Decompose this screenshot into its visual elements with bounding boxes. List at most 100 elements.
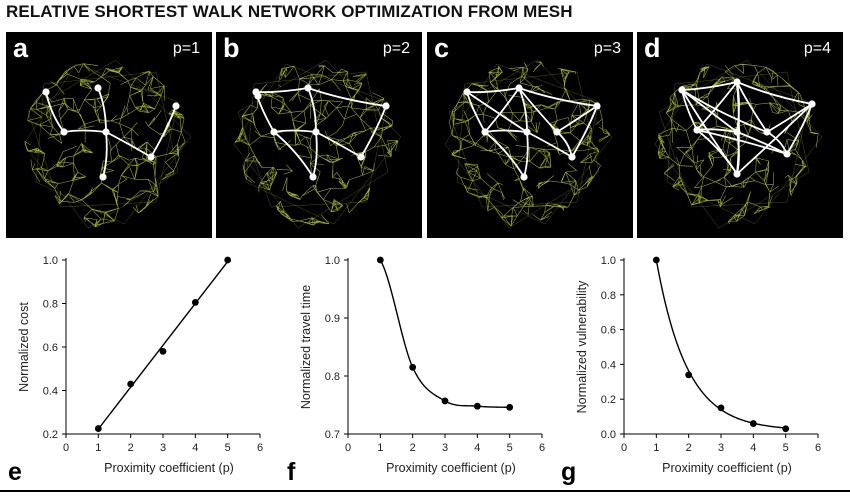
y-axis-label: Normalized vulnerability [575, 280, 589, 413]
network-edge [681, 89, 738, 133]
y-tick-label: 0.6 [601, 325, 616, 337]
network-edge [102, 131, 108, 178]
x-tick-label: 5 [783, 442, 789, 454]
network-node [147, 153, 155, 161]
x-tick-label: 4 [192, 442, 198, 454]
data-point [652, 256, 660, 264]
network-edge [466, 87, 520, 94]
proximity-label: p=4 [803, 40, 831, 57]
network-edge [681, 89, 768, 133]
network-edge [518, 87, 558, 133]
x-tick-label: 2 [410, 442, 416, 454]
mesh-hull [654, 59, 823, 229]
network-node [99, 173, 107, 181]
data-point [441, 397, 449, 405]
panel-letter: b [223, 33, 240, 63]
network-node [733, 170, 741, 178]
data-point [685, 371, 693, 379]
y-axis-label: Normalized travel time [299, 285, 313, 409]
network-node [254, 92, 262, 100]
network-node [733, 128, 741, 136]
data-point [506, 403, 514, 411]
data-point [782, 425, 790, 433]
network-edge [150, 105, 177, 158]
x-tick-label: 6 [539, 442, 545, 454]
network-node [309, 173, 317, 181]
mesh-lines [449, 60, 611, 227]
network-node [102, 128, 110, 136]
proximity-label: p=1 [172, 40, 200, 57]
data-point [224, 256, 232, 264]
cost-plot: 0 1 2 3 4 5 6 0.2 0.4 0.6 0.8 1.0 Proximity coeffici… [0, 248, 280, 493]
x-tick-label: 4 [750, 442, 756, 454]
y-tick-label: 0.7 [325, 429, 340, 441]
network-edge [97, 87, 107, 133]
x-tick-label: 3 [160, 442, 166, 454]
data-point [376, 256, 384, 264]
x-axis-label: Proximity coefficient (p) [662, 461, 792, 475]
x-tick-label: 1 [653, 442, 659, 454]
network-edge [681, 81, 738, 91]
network-node [568, 153, 576, 161]
travel-time-plot-svg: 0 1 2 3 4 5 6 0.7 0.8 0.9 1.0 Proximity coefficient… [299, 255, 545, 475]
mesh-graphic [233, 59, 402, 229]
network-edge [518, 87, 528, 133]
network-node [304, 84, 312, 92]
y-tick-label: 0.6 [43, 342, 58, 354]
x-tick-label: 5 [225, 442, 231, 454]
network-node [678, 86, 686, 94]
x-tick-label: 2 [686, 442, 692, 454]
network-node [270, 128, 278, 136]
network-edge [466, 91, 528, 133]
data-point [409, 363, 417, 371]
vulnerability-plot: 0 1 2 3 4 5 6 0.0 0.2 0.4 0.6 0.8 1.0 Proximity coeff… [558, 248, 838, 493]
panel-letter: c [434, 33, 450, 63]
network-node [357, 153, 365, 161]
x-tick-label: 1 [377, 442, 383, 454]
x-tick-label: 6 [815, 442, 821, 454]
x-axis-label: Proximity coefficient (p) [104, 461, 234, 475]
proximity-label: p=3 [593, 40, 621, 57]
network-edge [307, 87, 387, 107]
bottom-rule [0, 490, 850, 492]
cost-plot-svg: 0 1 2 3 4 5 6 0.2 0.4 0.6 0.8 1.0 Proximity coeffici… [17, 255, 263, 475]
mesh-panel-b: b p=2 [216, 32, 422, 238]
x-tick-label: 2 [128, 442, 134, 454]
network-edge [312, 131, 318, 178]
x-tick-label: 1 [95, 442, 101, 454]
data-point [717, 404, 725, 412]
mesh-graphic [23, 59, 192, 229]
plot-letter-g: g [561, 458, 577, 486]
network-edge [696, 129, 788, 155]
y-tick-label: 0.9 [325, 313, 340, 325]
data-point [749, 420, 757, 427]
network-node [60, 128, 68, 136]
x-tick-label: 3 [442, 442, 448, 454]
network-edge [766, 103, 813, 133]
x-tick-label: 0 [621, 442, 627, 454]
network-node [42, 88, 50, 96]
data-point [159, 347, 167, 355]
x-tick-label: 0 [345, 442, 351, 454]
network-node [382, 102, 390, 110]
plot-letter-e: e [8, 458, 22, 486]
network-node [693, 126, 701, 134]
y-tick-label: 0.8 [43, 299, 58, 311]
y-tick-label: 0.4 [43, 386, 58, 398]
network-edge [736, 103, 813, 175]
mesh-lines [24, 63, 186, 228]
network-edge [736, 81, 768, 133]
mesh-panel-d: d p=4 [637, 32, 843, 238]
network-edge [736, 81, 813, 105]
network-edge [696, 81, 738, 131]
network-edge [571, 105, 598, 158]
network-node [593, 102, 601, 110]
network-node [312, 128, 320, 136]
network-node [520, 173, 528, 181]
network-node [783, 150, 791, 158]
network-edge [681, 89, 738, 175]
mesh-panel-a: a p=1 [6, 32, 212, 238]
y-tick-label: 0.0 [601, 429, 616, 441]
x-axis-label: Proximity coefficient (p) [386, 461, 516, 475]
network-edge [523, 131, 529, 178]
